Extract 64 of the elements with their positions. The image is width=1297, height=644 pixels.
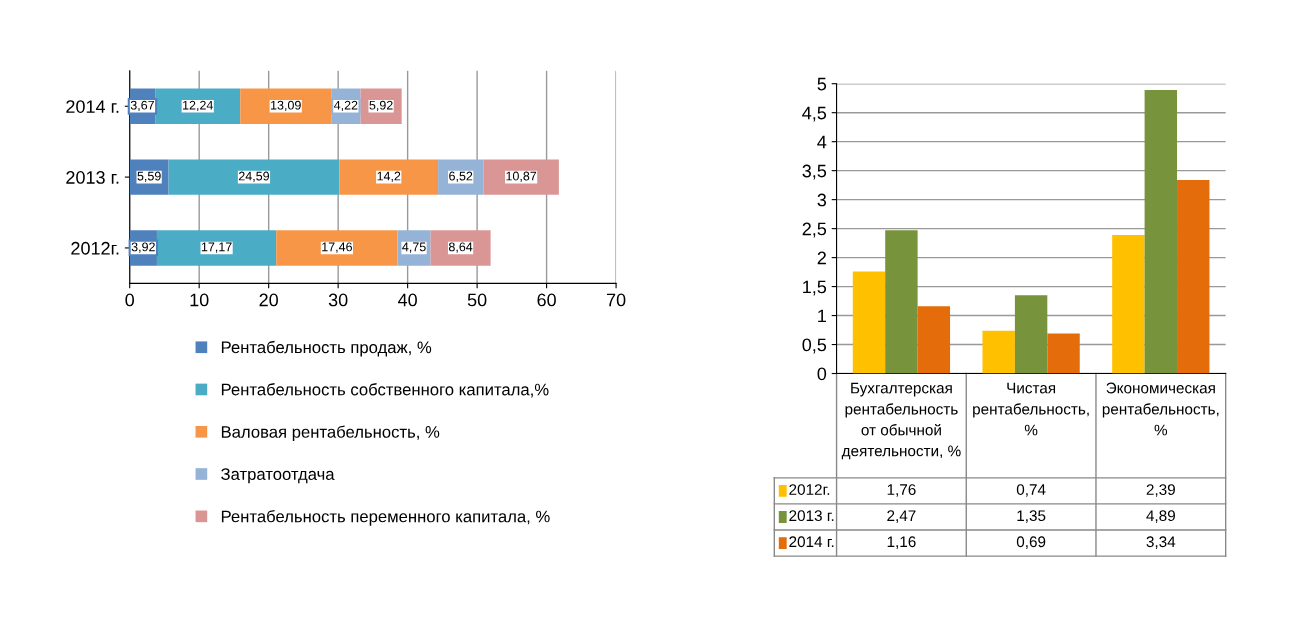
y-tick-label: 0,5 [802,338,827,354]
bar [1112,235,1145,374]
bar [1047,333,1080,374]
data-label: 2,39 [1146,484,1175,497]
data-label: 3,67 [130,100,154,112]
data-label: 1,16 [887,536,916,549]
bar [1177,179,1210,374]
data-label: 4,75 [402,242,426,253]
data-label: 24,59 [238,171,270,182]
x-tick-label: Чистая рентабельность, % [973,382,1089,436]
bar [1144,90,1178,374]
x-tick-label: 30 [328,293,348,307]
data-label: 3,34 [1146,536,1176,549]
x-tick-label: 50 [467,293,487,307]
data-label: 0,69 [1016,536,1046,549]
data-label: 3,92 [131,242,155,253]
x-tick-label: 70 [606,293,626,307]
data-label: 1,76 [887,484,916,497]
x-tick-label: 20 [259,293,278,307]
y-tick-label: 2,5 [802,222,827,238]
data-label: 2,47 [887,510,916,523]
x-tick-label: 60 [537,293,556,307]
y-tick-label: 1 [818,309,826,323]
bar [917,306,951,374]
legend-label: Рентабельность продаж, % [221,340,432,357]
data-label: 13,09 [271,100,301,112]
x-tick-label: 0 [125,293,135,307]
bar [852,271,886,374]
data-label: 4,89 [1146,510,1175,523]
data-label: 0,74 [1016,484,1046,497]
data-label: 1,35 [1017,510,1046,523]
x-tick-label: Бухгалтерская рентабельность от обычной деятельности, % [841,382,961,460]
x-tick-label: 40 [398,293,417,307]
y-tick-label: 2014 г. [66,100,119,113]
data-label: 17,46 [322,242,352,253]
legend-label: Затратоотдача [221,468,335,484]
y-tick-label: 3,5 [802,164,827,180]
data-label: 6,52 [449,171,473,182]
legend-label: Рентабельность переменного капитала, % [221,509,550,526]
legend-label: Валовая рентабельность, % [221,425,440,442]
y-tick-label: 3 [817,193,827,207]
y-tick-label: 0 [817,367,827,381]
data-label: 5,92 [369,100,393,112]
bar [168,159,340,195]
y-tick-label: 5 [817,77,827,91]
y-tick-label: 1,5 [803,280,827,296]
y-tick-label: 4,5 [802,106,827,122]
data-label: 17,17 [201,242,232,253]
y-tick-label: 2013 г. [66,171,119,184]
data-label: 8,64 [448,242,473,253]
y-tick-label: 2 [817,251,826,265]
data-label: 10,87 [506,171,537,182]
data-label: 12,24 [183,100,213,112]
data-label: 14,2 [377,171,401,182]
x-tick-label: Экономическая рентабельность, % [1102,382,1219,436]
data-label: 5,59 [137,171,161,182]
y-tick-label: 4 [817,135,827,149]
x-tick-label: 10 [190,293,209,307]
bar [885,230,918,374]
y-tick-label: 2012г. [71,241,119,255]
data-label: 4,22 [333,100,358,112]
legend-label: Рентабельность собственного капитала,% [221,383,549,398]
bar [1014,295,1048,374]
bar [982,330,1015,374]
